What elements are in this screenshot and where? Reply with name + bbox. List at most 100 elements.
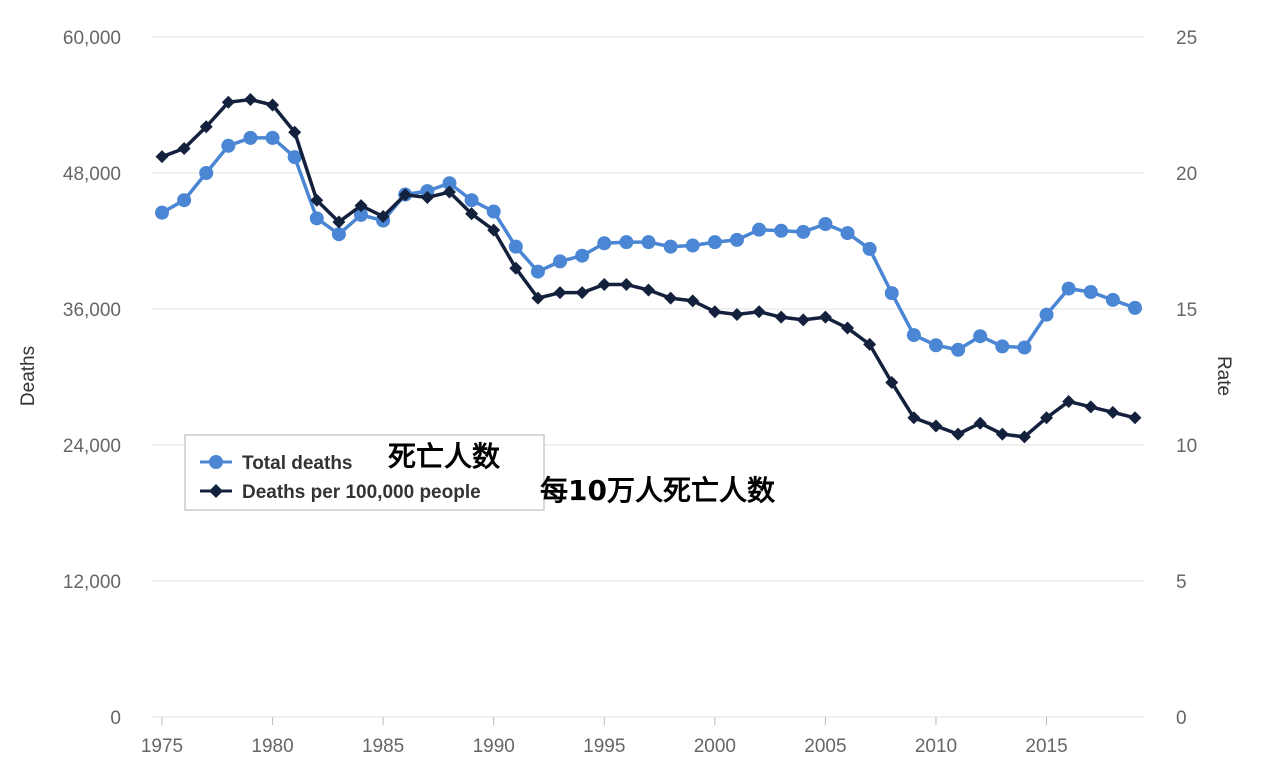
data-point-deaths-per-100k — [642, 283, 655, 297]
legend-marker-total-deaths — [209, 455, 223, 469]
data-point-deaths-per-100k — [1040, 411, 1054, 425]
legend-label-deaths-per-100k: Deaths per 100,000 people — [242, 482, 481, 503]
data-point-deaths-per-100k — [155, 150, 169, 164]
y2-tick-label: 15 — [1176, 300, 1197, 321]
data-point-total-deaths — [177, 193, 192, 208]
data-point-deaths-per-100k — [774, 310, 788, 324]
data-point-total-deaths — [553, 254, 568, 269]
data-point-deaths-per-100k — [929, 419, 943, 433]
y2-tick-label: 25 — [1176, 28, 1197, 49]
data-point-total-deaths — [619, 235, 634, 250]
data-point-total-deaths — [707, 235, 722, 250]
data-point-deaths-per-100k — [354, 199, 368, 213]
data-point-deaths-per-100k — [995, 427, 1009, 441]
y2-tick-label: 5 — [1176, 572, 1187, 593]
data-point-deaths-per-100k — [708, 305, 722, 319]
data-point-total-deaths — [663, 239, 678, 254]
x-tick-label: 1985 — [362, 736, 404, 757]
data-point-total-deaths — [155, 205, 169, 220]
y-tick-label: 0 — [110, 708, 121, 729]
legend-marker-deaths-per-100k — [209, 484, 223, 498]
data-point-deaths-per-100k — [553, 286, 567, 300]
x-tick-label: 1980 — [251, 736, 293, 757]
x-tick-label: 1975 — [141, 736, 183, 757]
data-point-total-deaths — [1128, 300, 1142, 315]
data-point-deaths-per-100k — [664, 291, 678, 305]
data-point-deaths-per-100k — [597, 278, 611, 292]
data-point-total-deaths — [796, 224, 811, 239]
legend-box — [184, 434, 545, 511]
grid-lines — [152, 36, 1145, 718]
y2-tick-label: 20 — [1176, 164, 1197, 185]
data-point-total-deaths — [906, 328, 921, 343]
x-tick-label: 2005 — [804, 736, 846, 757]
data-point-deaths-per-100k — [1106, 405, 1120, 419]
data-point-deaths-per-100k — [619, 278, 633, 292]
y-tick-label: 60,000 — [63, 28, 121, 49]
data-point-total-deaths — [530, 264, 545, 279]
data-point-total-deaths — [1083, 285, 1098, 299]
data-point-deaths-per-100k — [465, 207, 479, 221]
data-point-total-deaths — [575, 248, 590, 263]
data-point-total-deaths — [973, 329, 988, 344]
data-point-total-deaths — [995, 339, 1010, 354]
data-point-deaths-per-100k — [907, 411, 921, 425]
annotation-deaths-per-100k: 每10万人死亡人数 — [540, 474, 776, 507]
data-point-deaths-per-100k — [288, 125, 302, 139]
data-point-deaths-per-100k — [1062, 394, 1076, 408]
data-point-deaths-per-100k — [487, 223, 501, 237]
data-point-deaths-per-100k — [730, 307, 744, 321]
data-point-total-deaths — [1061, 281, 1076, 296]
data-point-deaths-per-100k — [863, 337, 877, 351]
data-point-total-deaths — [221, 138, 236, 153]
data-point-total-deaths — [774, 223, 789, 238]
data-point-deaths-per-100k — [199, 120, 213, 134]
data-point-total-deaths — [287, 150, 302, 165]
data-point-total-deaths — [597, 236, 612, 251]
data-point-total-deaths — [729, 232, 744, 247]
data-point-deaths-per-100k — [818, 310, 832, 324]
data-point-total-deaths — [508, 239, 523, 254]
data-point-deaths-per-100k — [575, 286, 589, 300]
x-tick-label: 1995 — [583, 736, 625, 757]
data-point-total-deaths — [442, 176, 457, 191]
y-axis-ticks: 0 12,000 24,000 36,000 48,000 60,000 — [63, 28, 121, 729]
legend: Total deaths Deaths per 100,000 people — [184, 434, 545, 511]
data-point-total-deaths — [685, 238, 700, 253]
data-point-total-deaths — [752, 222, 767, 237]
data-point-deaths-per-100k — [310, 193, 324, 207]
data-point-deaths-per-100k — [177, 142, 191, 156]
data-point-deaths-per-100k — [243, 93, 257, 107]
data-point-deaths-per-100k — [531, 291, 545, 305]
data-point-deaths-per-100k — [376, 210, 390, 224]
data-point-total-deaths — [641, 235, 656, 250]
data-point-deaths-per-100k — [442, 185, 456, 199]
data-point-total-deaths — [199, 166, 214, 180]
y2-tick-label: 10 — [1176, 436, 1197, 457]
data-point-total-deaths — [951, 342, 966, 357]
data-point-deaths-per-100k — [420, 190, 434, 204]
data-point-total-deaths — [331, 227, 346, 242]
data-point-deaths-per-100k — [973, 416, 987, 430]
y-tick-label: 48,000 — [63, 164, 121, 185]
data-point-total-deaths — [486, 204, 501, 219]
data-point-total-deaths — [818, 217, 833, 231]
legend-label-total-deaths: Total deaths — [242, 453, 353, 474]
data-point-total-deaths — [1017, 340, 1032, 355]
y-tick-label: 24,000 — [63, 436, 121, 457]
data-point-total-deaths — [309, 211, 324, 226]
data-point-deaths-per-100k — [332, 215, 346, 229]
data-point-deaths-per-100k — [752, 305, 766, 319]
x-axis-ticks: 1975 1980 1985 1990 1995 2000 2005 2010 2015 — [141, 717, 1068, 757]
data-point-deaths-per-100k — [221, 95, 235, 109]
data-point-total-deaths — [1105, 292, 1120, 307]
y-axis-title: Deaths — [18, 346, 39, 406]
data-point-total-deaths — [265, 130, 280, 145]
series-layer — [155, 93, 1142, 444]
data-point-deaths-per-100k — [266, 98, 280, 112]
y-tick-label: 36,000 — [63, 300, 121, 321]
x-tick-label: 2015 — [1025, 736, 1067, 757]
annotation-total-deaths: 死亡人数 — [388, 440, 501, 473]
data-point-total-deaths — [862, 241, 877, 256]
